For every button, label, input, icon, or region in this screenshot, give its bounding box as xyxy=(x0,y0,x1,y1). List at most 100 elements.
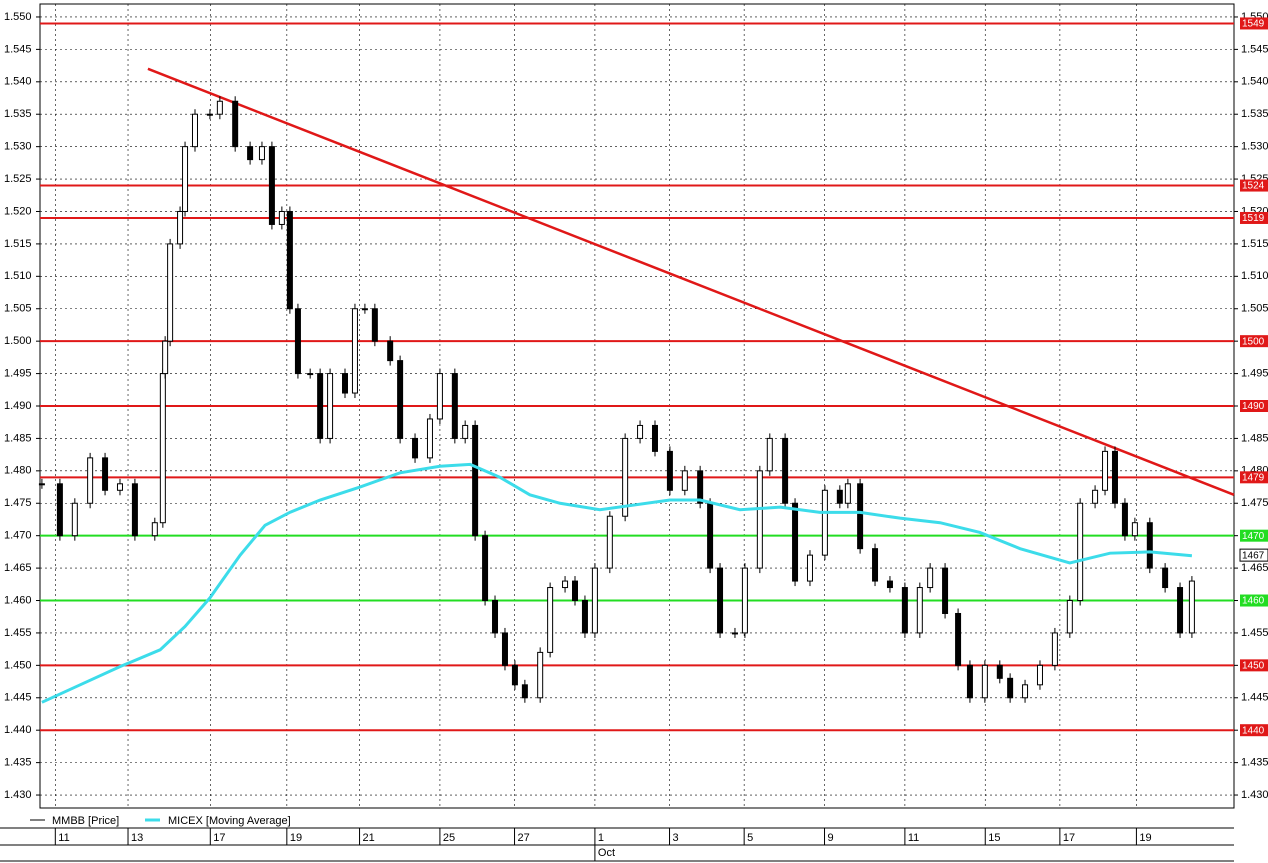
x-tick-label: 11 xyxy=(908,832,919,844)
candle xyxy=(286,210,293,310)
y-tick-label: 1.445 xyxy=(1241,692,1268,704)
candle xyxy=(472,424,479,537)
candle xyxy=(351,308,358,394)
x-tick-label: 17 xyxy=(213,832,225,844)
candle xyxy=(1146,522,1153,569)
candle xyxy=(159,373,166,524)
candle xyxy=(116,483,123,491)
candle xyxy=(482,535,489,602)
candle xyxy=(501,632,508,666)
y-tick-label: 1.490 xyxy=(4,400,32,412)
candle xyxy=(942,567,949,614)
candle xyxy=(182,146,189,212)
candle xyxy=(1051,632,1058,666)
x-tick-label: 13 xyxy=(131,832,143,844)
y-tick-label: 1.430 xyxy=(1241,789,1268,801)
candle xyxy=(562,580,569,589)
trend-line xyxy=(147,67,1235,496)
candle xyxy=(1177,587,1184,634)
candle xyxy=(996,664,1003,679)
level-label: 1500 xyxy=(1242,336,1265,347)
y-tick-label: 1.440 xyxy=(4,724,32,736)
y-tick-label: 1.450 xyxy=(4,659,32,671)
y-tick-label: 1.455 xyxy=(1241,627,1268,639)
x-tick-label: 11 xyxy=(58,832,69,844)
x-tick-label: 15 xyxy=(988,832,1000,844)
level-label-box xyxy=(1240,724,1268,737)
candle xyxy=(1022,684,1029,699)
y-tick-label: 1.520 xyxy=(4,205,32,217)
candle xyxy=(981,664,988,699)
candle xyxy=(1077,502,1084,602)
candle xyxy=(462,424,469,439)
level-label: 1440 xyxy=(1242,725,1265,736)
y-tick-label: 1.535 xyxy=(4,108,32,120)
candle xyxy=(102,457,109,491)
y-tick-label: 1.505 xyxy=(4,303,32,315)
candle xyxy=(857,483,864,550)
level-label: 1479 xyxy=(1242,472,1265,483)
candle xyxy=(317,373,324,439)
y-tick-label: 1.510 xyxy=(1241,270,1268,282)
level-label-box xyxy=(1240,594,1268,607)
level-label-box xyxy=(1240,211,1268,224)
candle xyxy=(792,502,799,582)
candle xyxy=(258,146,265,161)
candle xyxy=(637,424,644,439)
candle xyxy=(177,210,184,245)
candle xyxy=(247,146,254,161)
y-tick-label: 1.535 xyxy=(1241,108,1268,120)
candle xyxy=(966,664,973,699)
candle xyxy=(397,360,404,439)
level-label: 1470 xyxy=(1242,531,1265,542)
y-tick-label: 1.465 xyxy=(1241,562,1268,574)
level-label-box xyxy=(1240,179,1268,192)
candle xyxy=(844,483,851,504)
candle xyxy=(697,470,704,504)
candle xyxy=(836,489,843,504)
y-tick-label: 1.430 xyxy=(4,789,32,801)
candle xyxy=(268,146,275,225)
candle xyxy=(327,373,334,439)
level-label-box xyxy=(1240,529,1268,542)
level-label-box xyxy=(1240,400,1268,412)
candle xyxy=(1092,489,1099,504)
candle xyxy=(371,308,378,342)
candle xyxy=(916,587,923,634)
x-tick-label: 17 xyxy=(1063,832,1075,844)
candle xyxy=(666,450,673,491)
candle xyxy=(307,373,314,376)
y-tick-label: 1.475 xyxy=(1241,497,1268,509)
candle xyxy=(707,502,714,569)
y-tick-label: 1.485 xyxy=(4,432,32,444)
y-tick-label: 1.465 xyxy=(4,562,32,574)
candle xyxy=(547,587,554,653)
candle xyxy=(886,580,893,589)
candle xyxy=(1007,677,1014,699)
last-price-box xyxy=(1239,548,1268,562)
candle xyxy=(216,100,223,115)
candle xyxy=(162,340,169,375)
candle xyxy=(278,210,285,225)
candle xyxy=(806,554,813,582)
candle xyxy=(38,483,45,486)
y-tick-label: 1.505 xyxy=(1241,303,1268,315)
candle xyxy=(872,548,879,582)
candle xyxy=(591,567,598,634)
candle xyxy=(1036,664,1043,686)
candle xyxy=(782,437,789,504)
candle xyxy=(87,457,94,504)
level-label-box xyxy=(1240,17,1268,30)
candle xyxy=(426,418,433,459)
candle xyxy=(955,612,962,666)
y-tick-label: 1.460 xyxy=(4,594,32,606)
candle xyxy=(206,113,213,116)
candle xyxy=(232,100,239,148)
candle xyxy=(1111,450,1118,504)
candle xyxy=(537,651,544,699)
y-tick-label: 1.435 xyxy=(1241,757,1268,769)
level-label: 1450 xyxy=(1242,660,1265,671)
candle xyxy=(581,600,588,634)
moving-average-line xyxy=(41,462,1193,704)
